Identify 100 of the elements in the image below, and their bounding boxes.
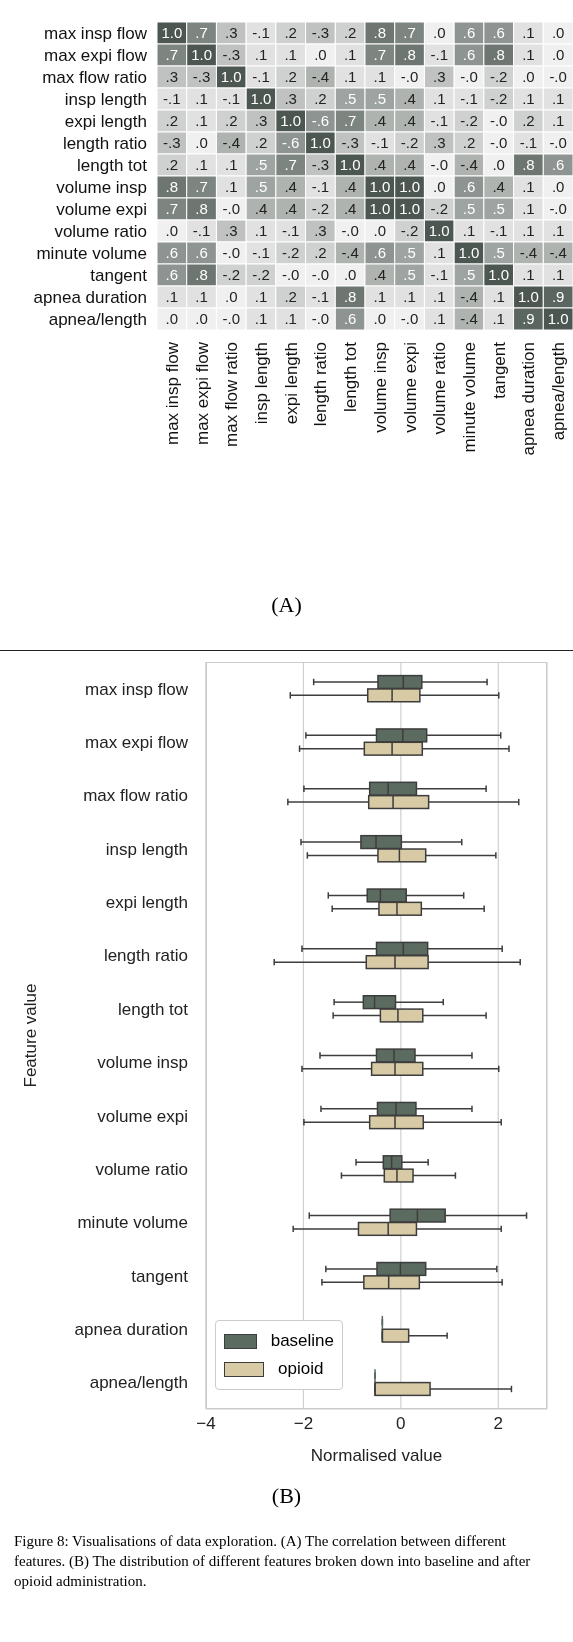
data-label: .1 <box>522 178 535 195</box>
data-label: .1 <box>433 244 446 261</box>
data-label: .1 <box>522 222 535 239</box>
data-label: .1 <box>373 288 387 305</box>
data-label: .2 <box>462 134 476 151</box>
y-tick-label: apnea duration <box>74 1320 188 1339</box>
y-tick-label: max flow ratio <box>42 68 147 87</box>
data-label: .6 <box>165 244 179 261</box>
data-label: .7 <box>165 46 179 63</box>
data-label: .4 <box>343 178 357 195</box>
x-tick-label: apnea/length <box>549 342 569 441</box>
y-tick-label: volume insp <box>97 1053 188 1073</box>
data-label: .3 <box>165 68 179 85</box>
x-tick-label: volume insp <box>370 342 390 433</box>
y-tick-label: volume expi <box>97 1106 188 1126</box>
data-label: .5 <box>462 200 476 217</box>
data-label: .3 <box>225 24 238 41</box>
data-label: -.0 <box>489 112 508 129</box>
y-tick-label: volume ratio <box>95 1159 188 1179</box>
data-label: .8 <box>343 288 357 305</box>
data-label: -.3 <box>311 156 330 173</box>
data-label: .2 <box>343 24 357 41</box>
data-label: -.1 <box>311 178 330 195</box>
data-label: .8 <box>403 46 416 63</box>
data-label: .0 <box>225 288 238 305</box>
data-label: .1 <box>343 68 357 85</box>
x-tick-label: insp length <box>252 342 271 425</box>
data-label: .4 <box>284 178 297 195</box>
data-label: -.1 <box>430 266 449 283</box>
data-label: .1 <box>462 222 476 239</box>
x-tick-label: tangent <box>489 341 509 399</box>
data-label: -.3 <box>341 134 359 151</box>
data-label: -.2 <box>400 222 419 239</box>
x-tick-label: length ratio <box>311 342 331 427</box>
legend-label: opioid <box>278 1359 324 1379</box>
data-label: .2 <box>165 112 179 129</box>
data-label: .2 <box>522 112 535 129</box>
data-label: .4 <box>403 90 416 107</box>
data-label: .2 <box>284 288 297 305</box>
data-label: .3 <box>254 112 268 129</box>
data-label: .0 <box>522 68 535 85</box>
data-label: -.0 <box>549 134 567 151</box>
data-label: .7 <box>284 156 297 173</box>
data-label: 1.0 <box>369 200 391 217</box>
caption: Figure 8: Visualisations of data exploration. (A) The correlation between different features. (B) The distribution of different features broken down into baseline and after opioid administration. <box>14 1532 532 1591</box>
data-label: 1.0 <box>191 46 212 63</box>
data-label: -.1 <box>252 24 270 41</box>
data-label: -.4 <box>460 288 478 305</box>
data-label: .0 <box>433 178 446 195</box>
data-label: .3 <box>433 68 446 85</box>
data-label: -.2 <box>281 244 300 261</box>
data-label: .1 <box>225 156 238 173</box>
data-label: .1 <box>522 46 535 63</box>
data-label: -.0 <box>489 134 508 151</box>
data-label: .2 <box>284 24 297 41</box>
data-label: -.0 <box>549 68 567 85</box>
y-tick-label: insp length <box>64 90 147 109</box>
data-label: .7 <box>343 112 357 129</box>
data-label: .0 <box>165 310 179 327</box>
data-label: .0 <box>433 24 446 41</box>
y-tick-label: tangent <box>131 1266 189 1286</box>
x-tick-label: −2 <box>293 1414 314 1434</box>
data-label: .5 <box>373 90 387 107</box>
data-label: -.1 <box>222 90 241 107</box>
data-label: .9 <box>551 288 565 305</box>
data-label: -.2 <box>460 112 478 129</box>
data-label: .3 <box>314 222 327 239</box>
legend-label: baseline <box>270 1331 334 1351</box>
data-label: .1 <box>492 310 505 327</box>
data-label: -.1 <box>371 134 389 151</box>
data-label: .1 <box>254 310 268 327</box>
data-label: -.0 <box>222 200 241 217</box>
data-label: 1.0 <box>339 156 361 173</box>
data-label: .1 <box>551 90 565 107</box>
data-label: .8 <box>195 200 208 217</box>
y-tick-label: max insp flow <box>44 24 148 43</box>
data-label: .1 <box>343 46 357 63</box>
data-label: .8 <box>195 266 208 283</box>
data-label: .6 <box>462 46 476 63</box>
data-label: -.2 <box>489 90 508 107</box>
data-label: .2 <box>284 68 297 85</box>
data-label: -.4 <box>460 310 478 327</box>
x-tick-label: 2 <box>493 1414 504 1434</box>
data-label: .8 <box>373 24 387 41</box>
data-label: .1 <box>225 178 238 195</box>
data-label: -.3 <box>163 134 181 151</box>
data-label: -.1 <box>519 134 538 151</box>
data-label: .9 <box>522 310 535 327</box>
y-tick-label: max expi flow <box>85 733 189 753</box>
data-label: .0 <box>551 178 565 195</box>
y-tick-label: apnea/length <box>48 310 147 329</box>
data-label: -.0 <box>549 200 567 217</box>
y-tick-label: length tot <box>77 156 148 175</box>
data-label: 1.0 <box>399 178 420 195</box>
data-label: .1 <box>433 310 446 327</box>
data-label: -.0 <box>341 222 359 239</box>
data-label: -.0 <box>311 310 330 327</box>
data-label: .1 <box>165 288 179 305</box>
y-tick-label: max insp flow <box>85 679 189 699</box>
data-label: .6 <box>492 24 505 41</box>
